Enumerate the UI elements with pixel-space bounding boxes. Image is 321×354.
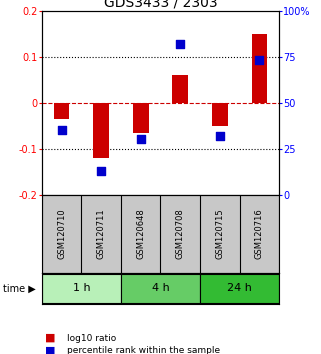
- Text: GSM120710: GSM120710: [57, 208, 66, 259]
- Point: [138, 137, 143, 142]
- Text: time ▶: time ▶: [3, 284, 36, 293]
- Text: percentile rank within the sample: percentile rank within the sample: [67, 346, 221, 354]
- Point: [178, 41, 183, 47]
- Text: GSM120715: GSM120715: [215, 208, 224, 259]
- Text: 24 h: 24 h: [227, 283, 252, 293]
- Bar: [93, 103, 109, 158]
- Text: 4 h: 4 h: [152, 283, 169, 293]
- Bar: [212, 103, 228, 126]
- Bar: [121, 274, 200, 303]
- Bar: [133, 103, 149, 132]
- Point: [217, 133, 222, 139]
- Text: log10 ratio: log10 ratio: [67, 333, 117, 343]
- Point: [99, 168, 104, 173]
- Text: GSM120708: GSM120708: [176, 208, 185, 259]
- Bar: [200, 274, 279, 303]
- Text: GSM120716: GSM120716: [255, 208, 264, 259]
- Point: [257, 57, 262, 63]
- Text: 1 h: 1 h: [73, 283, 90, 293]
- Title: GDS3433 / 2303: GDS3433 / 2303: [104, 0, 217, 10]
- Text: ■: ■: [45, 346, 56, 354]
- Point: [59, 127, 64, 133]
- Bar: [42, 274, 121, 303]
- Text: GSM120711: GSM120711: [97, 208, 106, 259]
- Bar: [54, 103, 69, 119]
- Bar: [172, 75, 188, 103]
- Text: ■: ■: [45, 333, 56, 343]
- Text: GSM120648: GSM120648: [136, 208, 145, 259]
- Bar: [252, 34, 267, 103]
